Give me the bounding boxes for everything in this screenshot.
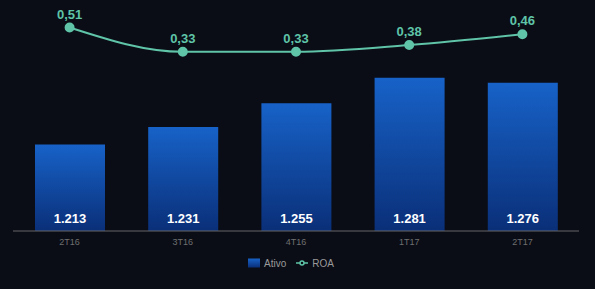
svg-text:0,51: 0,51 (57, 7, 82, 22)
svg-text:1.213: 1.213 (54, 211, 87, 226)
svg-text:1.276: 1.276 (507, 211, 540, 226)
html-text:Ativo: Ativo (264, 258, 287, 269)
svg-text:0,46: 0,46 (510, 13, 535, 28)
svg-text:1T17: 1T17 (399, 237, 420, 247)
svg-text:1.281: 1.281 (393, 211, 426, 226)
svg-text:0,38: 0,38 (397, 24, 422, 39)
svg-text:0,33: 0,33 (283, 31, 308, 46)
svg-text:1.255: 1.255 (280, 211, 313, 226)
html-text:ROA: ROA (312, 258, 334, 269)
svg-text:2T17: 2T17 (512, 237, 533, 247)
svg-text:4T16: 4T16 (286, 237, 307, 247)
svg-text:0,33: 0,33 (170, 31, 195, 46)
svg-text:2T16: 2T16 (59, 237, 80, 247)
svg-text:1.231: 1.231 (167, 211, 200, 226)
svg-text:3T16: 3T16 (173, 237, 194, 247)
